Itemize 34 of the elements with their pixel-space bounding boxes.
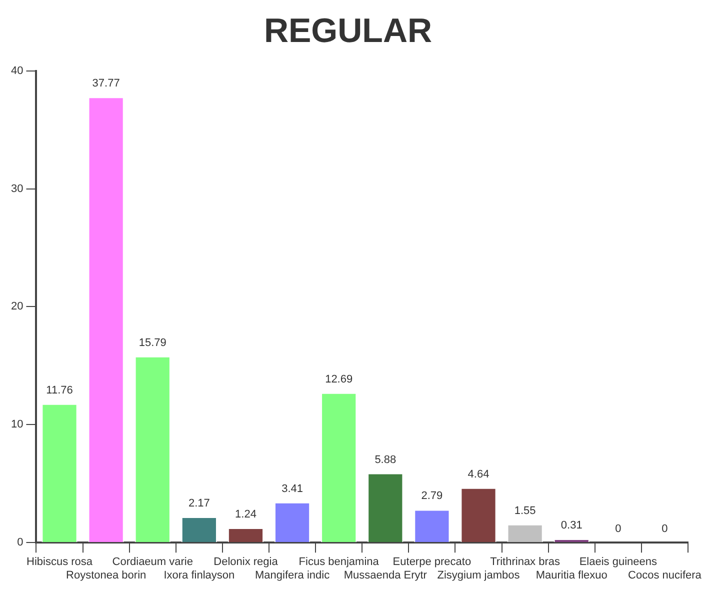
x-tick-label: Zisygium jambos xyxy=(437,569,520,582)
data-label: 0 xyxy=(662,523,668,536)
data-label: 3.41 xyxy=(282,482,303,495)
y-tick-label: 40 xyxy=(10,64,24,77)
y-tick-label: 30 xyxy=(10,182,24,195)
x-tick-label: Ixora finlayson xyxy=(164,569,235,582)
y-tick-label: 10 xyxy=(10,418,24,431)
x-tick-label: Hibiscus rosa xyxy=(26,556,94,568)
chart-title: REGULAR xyxy=(264,12,432,50)
x-tick-label: Mauritia flexuo xyxy=(536,569,608,582)
y-tick-label: 0 xyxy=(17,536,24,549)
y-tick-label: 20 xyxy=(10,300,24,313)
x-tick-label: Roystonea borin xyxy=(66,569,146,582)
data-label: 12.69 xyxy=(325,373,353,386)
data-label: 1.55 xyxy=(514,504,536,517)
data-label: 4.64 xyxy=(468,468,490,480)
data-label: 11.76 xyxy=(46,384,73,396)
x-tick-label: Mussaenda Erytr xyxy=(344,569,428,582)
data-label: 5.88 xyxy=(374,454,396,466)
data-label: 0 xyxy=(615,523,622,536)
x-tick-label: Delonix regia xyxy=(214,556,279,568)
x-tick-label: Elaeis guineens xyxy=(579,556,658,568)
data-label: 2.17 xyxy=(188,498,210,510)
x-tick-label: Trithrinax bras xyxy=(490,556,560,568)
data-label: 2.79 xyxy=(421,490,443,502)
x-tick-label: Euterpe precato xyxy=(392,556,472,568)
data-label: 0.31 xyxy=(560,519,582,532)
data-label: 1.24 xyxy=(235,508,256,521)
data-label: 37.77 xyxy=(92,78,120,90)
x-tick-label: Cordiaeum varie xyxy=(112,556,193,568)
x-tick-label: Cocos nucifera xyxy=(628,569,702,582)
data-label: 15.79 xyxy=(138,336,166,349)
x-tick-label: Mangifera indic xyxy=(254,569,330,582)
x-tick-label: Ficus benjamina xyxy=(298,556,380,568)
